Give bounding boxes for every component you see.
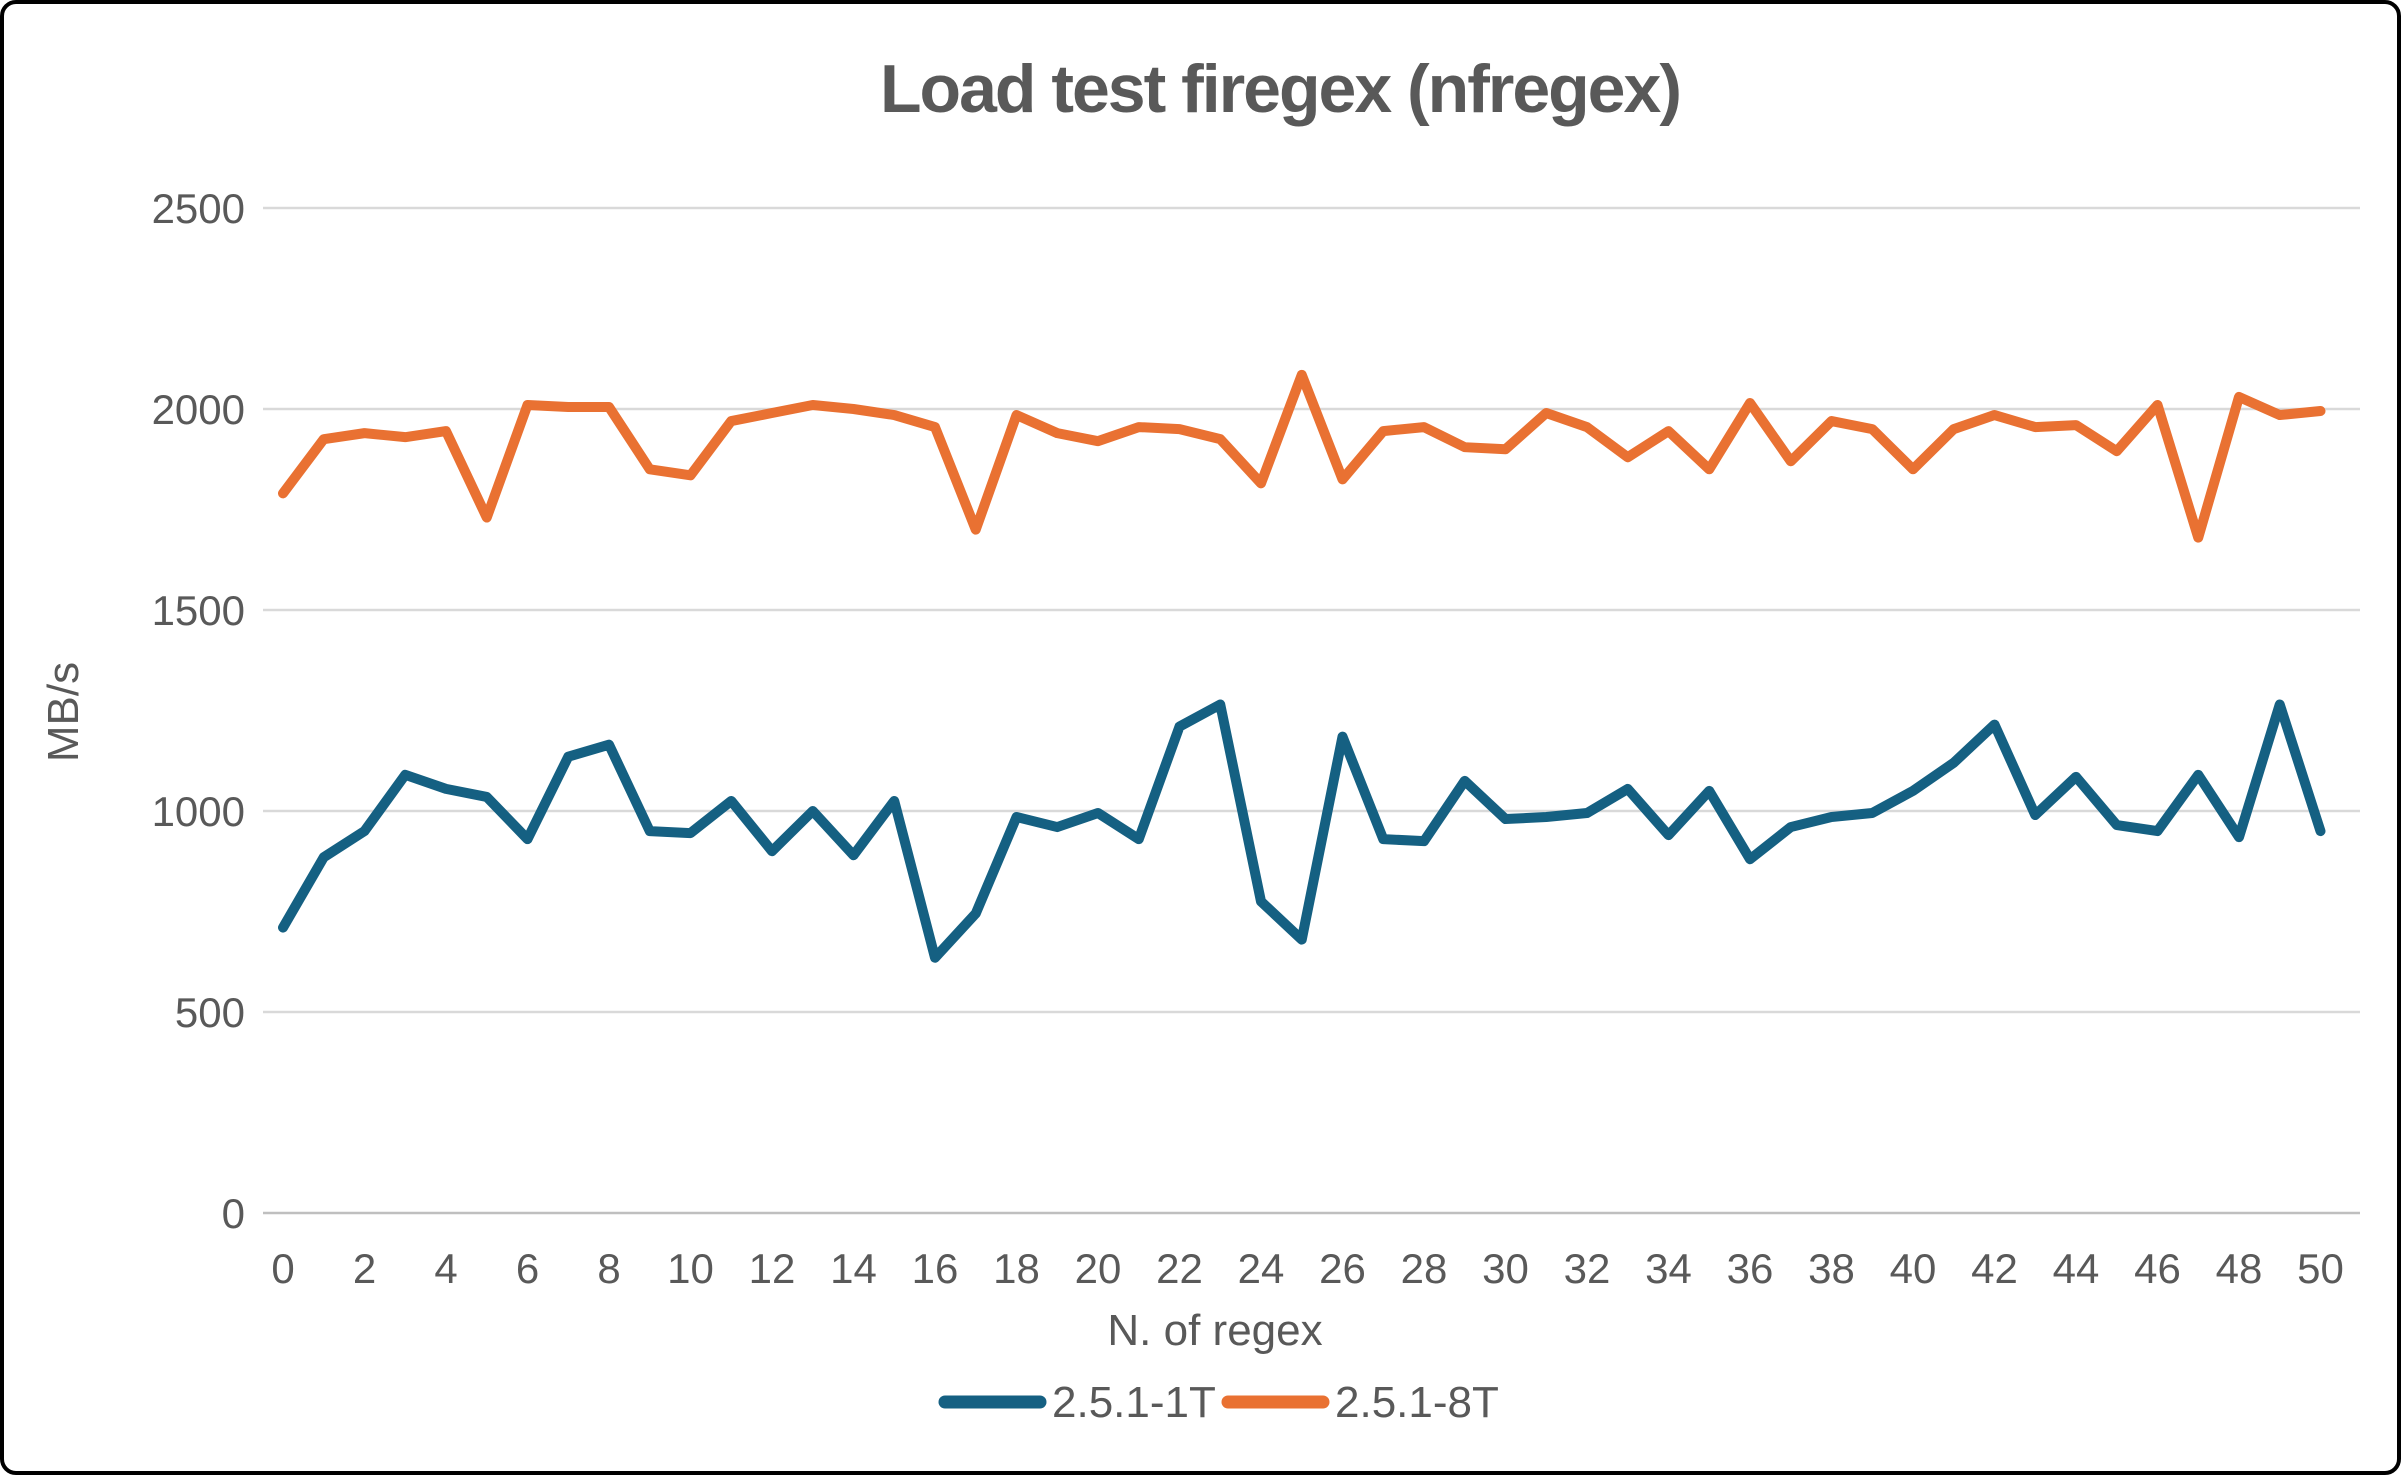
x-tick-label: 12 xyxy=(749,1245,796,1292)
x-tick-label: 2 xyxy=(353,1245,376,1292)
gridlines xyxy=(263,206,2360,1215)
x-tick-label: 36 xyxy=(1727,1245,1774,1292)
y-tick-label: 1500 xyxy=(152,587,245,634)
series-lines xyxy=(278,369,2326,963)
y-tick-label: 2000 xyxy=(152,386,245,433)
x-tick-label: 42 xyxy=(1971,1245,2018,1292)
y-tick-label: 0 xyxy=(222,1190,245,1237)
legend: 2.5.1-1T 2.5.1-8T xyxy=(938,1378,1499,1427)
x-tick-label: 34 xyxy=(1645,1245,1692,1292)
y-tick-label: 2500 xyxy=(152,185,245,232)
x-tick-label: 14 xyxy=(830,1245,877,1292)
x-tick-labels: 0 2 4 6 8 10 12 14 16 18 20 22 24 26 28 30 32 34 36 38 40 42 4… xyxy=(271,1245,2344,1292)
x-tick-label: 4 xyxy=(434,1245,457,1292)
chart-title: Load test firegex (nfregex) xyxy=(880,51,1680,127)
legend-item-label: 2.5.1-1T xyxy=(1052,1378,1216,1427)
series-line-2.5.1-1T xyxy=(278,699,2326,963)
x-tick-label: 38 xyxy=(1808,1245,1855,1292)
x-tick-label: 8 xyxy=(597,1245,620,1292)
x-tick-label: 24 xyxy=(1238,1245,1285,1292)
x-tick-label: 50 xyxy=(2297,1245,2344,1292)
x-tick-label: 32 xyxy=(1564,1245,1611,1292)
x-tick-label: 20 xyxy=(1075,1245,1122,1292)
x-tick-label: 44 xyxy=(2053,1245,2100,1292)
x-tick-label: 46 xyxy=(2134,1245,2181,1292)
x-tick-label: 22 xyxy=(1156,1245,1203,1292)
x-tick-label: 6 xyxy=(516,1245,539,1292)
legend-item-label: 2.5.1-8T xyxy=(1335,1378,1499,1427)
x-tick-label: 30 xyxy=(1482,1245,1529,1292)
x-tick-label: 18 xyxy=(993,1245,1040,1292)
x-tick-label: 16 xyxy=(912,1245,959,1292)
x-axis-title: N. of regex xyxy=(1107,1306,1322,1355)
x-tick-label: 28 xyxy=(1401,1245,1448,1292)
legend-item: 2.5.1-8T xyxy=(1221,1378,1499,1427)
x-tick-label: 10 xyxy=(667,1245,714,1292)
x-tick-label: 0 xyxy=(271,1245,294,1292)
y-tick-label: 500 xyxy=(175,989,245,1036)
y-tick-label: 1000 xyxy=(152,788,245,835)
x-tick-label: 48 xyxy=(2216,1245,2263,1292)
legend-item: 2.5.1-1T xyxy=(938,1378,1216,1427)
series-line-2.5.1-8T xyxy=(278,369,2326,543)
x-tick-label: 40 xyxy=(1890,1245,1937,1292)
y-tick-labels: 0 500 1000 1500 2000 2500 xyxy=(152,185,245,1237)
x-tick-label: 26 xyxy=(1319,1245,1366,1292)
y-axis-title: MB/s xyxy=(39,662,88,762)
